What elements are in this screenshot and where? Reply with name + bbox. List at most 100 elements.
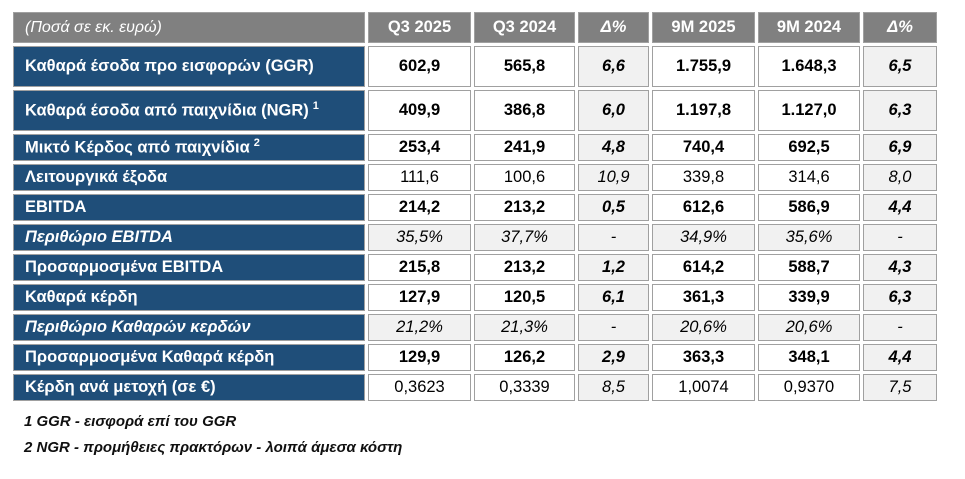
row-label: EBITDA [13,194,365,221]
value-cell: 100,6 [474,164,575,191]
row-label: Προσαρμοσμένα Καθαρά κέρδη [13,344,365,371]
value-cell: 1.648,3 [758,46,860,87]
value-cell: 588,7 [758,254,860,281]
delta-cell: 4,8 [578,134,649,161]
footnote-1: 1 GGR - εισφορά επί του GGR [24,413,237,430]
value-cell: 213,2 [474,254,575,281]
value-cell: 0,3339 [474,374,575,401]
column-header-1: Q3 2024 [474,12,575,43]
value-cell: 692,5 [758,134,860,161]
row-label: Καθαρά έσοδα από παιχνίδια (NGR) 1 [13,90,365,131]
delta-cell: - [578,314,649,341]
value-cell: 361,3 [652,284,755,311]
delta-cell: 4,4 [863,194,937,221]
row-label-text: Καθαρά έσοδα προ εισφορών (GGR) [25,57,314,75]
delta-cell: - [863,314,937,341]
row-label: Λειτουργικά έξοδα [13,164,365,191]
value-cell: 129,9 [368,344,471,371]
row-label: Περιθώριο Καθαρών κερδών [13,314,365,341]
value-cell: 1,0074 [652,374,755,401]
table-header-row: (Ποσά σε εκ. ευρώ) Q3 2025 Q3 2024 Δ% 9M 20… [13,12,937,43]
value-cell: 215,8 [368,254,471,281]
value-cell: 1.197,8 [652,90,755,131]
table-row: Μικτό Κέρδος από παιχνίδια 2 253,4 241,9 4,8… [13,134,937,161]
row-label-text: Κέρδη ανά μετοχή (σε €) [25,378,216,396]
delta-cell: 6,0 [578,90,649,131]
row-label: Μικτό Κέρδος από παιχνίδια 2 [13,134,365,161]
footnote-marker: 2 [253,137,260,150]
value-cell: 21,2% [368,314,471,341]
value-cell: 0,9370 [758,374,860,401]
delta-cell: 2,9 [578,344,649,371]
value-cell: 586,9 [758,194,860,221]
value-cell: 339,8 [652,164,755,191]
row-label: Περιθώριο EBITDA [13,224,365,251]
value-cell: 339,9 [758,284,860,311]
column-header-0: Q3 2025 [368,12,471,43]
table-corner-label: (Ποσά σε εκ. ευρώ) [13,12,365,43]
value-cell: 214,2 [368,194,471,221]
delta-cell: 4,3 [863,254,937,281]
row-label-text: Καθαρά κέρδη [25,288,138,306]
report-page: (Ποσά σε εκ. ευρώ) Q3 2025 Q3 2024 Δ% 9M 20… [13,12,965,456]
value-cell: 565,8 [474,46,575,87]
table-row: Καθαρά κέρδη 127,9 120,5 6,1 361,3 339,9 6,3 [13,284,937,311]
table-row: Περιθώριο Καθαρών κερδών 21,2% 21,3% -20,6%… [13,314,937,341]
value-cell: 34,9% [652,224,755,251]
column-header-3: 9M 2025 [652,12,755,43]
row-label-text: EBITDA [25,198,87,216]
value-cell: 213,2 [474,194,575,221]
value-cell: 120,5 [474,284,575,311]
value-cell: 386,8 [474,90,575,131]
value-cell: 20,6% [758,314,860,341]
row-label-text: Περιθώριο EBITDA [25,228,173,246]
footnote-2: 2 NGR - προμήθειες πρακτόρων - λοιπά άμε… [24,439,403,456]
row-label-text: Προσαρμοσμένα Καθαρά κέρδη [25,348,275,366]
delta-cell: - [863,224,937,251]
delta-cell: 6,3 [863,90,937,131]
value-cell: 253,4 [368,134,471,161]
value-cell: 1.127,0 [758,90,860,131]
value-cell: 21,3% [474,314,575,341]
delta-cell: 6,6 [578,46,649,87]
row-label-text: Περιθώριο Καθαρών κερδών [25,318,251,336]
delta-cell: 10,9 [578,164,649,191]
value-cell: 111,6 [368,164,471,191]
row-label: Κέρδη ανά μετοχή (σε €) [13,374,365,401]
row-label: Καθαρά κέρδη [13,284,365,311]
value-cell: 602,9 [368,46,471,87]
value-cell: 0,3623 [368,374,471,401]
table-row: Κέρδη ανά μετοχή (σε €) 0,3623 0,3339 8,5 1,… [13,374,937,401]
delta-cell: 8,0 [863,164,937,191]
delta-cell: 6,1 [578,284,649,311]
table-row: Προσαρμοσμένα Καθαρά κέρδη 129,9 126,2 2,9 3… [13,344,937,371]
table-row: Περιθώριο EBITDA 35,5% 37,7% -34,9% 35,6% - [13,224,937,251]
value-cell: 363,3 [652,344,755,371]
table-row: Καθαρά έσοδα προ εισφορών (GGR) 602,9 565,… [13,46,937,87]
column-header-4: 9M 2024 [758,12,860,43]
value-cell: 348,1 [758,344,860,371]
table-body: Καθαρά έσοδα προ εισφορών (GGR) 602,9 565,… [13,46,937,401]
delta-cell: 6,5 [863,46,937,87]
delta-cell: 1,2 [578,254,649,281]
row-label-text: Καθαρά έσοδα από παιχνίδια (NGR) [25,101,309,120]
row-label-text: Μικτό Κέρδος από παιχνίδια [25,138,250,157]
delta-cell: 8,5 [578,374,649,401]
column-header-5: Δ% [863,12,937,43]
table-row: Λειτουργικά έξοδα 111,6 100,6 10,9 339,8 314,… [13,164,937,191]
table-row: Καθαρά έσοδα από παιχνίδια (NGR) 1 409,9 38… [13,90,937,131]
row-label: Καθαρά έσοδα προ εισφορών (GGR) [13,46,365,87]
row-label-text: Λειτουργικά έξοδα [25,168,168,186]
delta-cell: 4,4 [863,344,937,371]
footnotes: 1 GGR - εισφορά επί του GGR 2 NGR - προμ… [24,413,965,456]
delta-cell: 6,3 [863,284,937,311]
value-cell: 1.755,9 [652,46,755,87]
value-cell: 614,2 [652,254,755,281]
value-cell: 126,2 [474,344,575,371]
value-cell: 37,7% [474,224,575,251]
value-cell: 35,6% [758,224,860,251]
value-cell: 314,6 [758,164,860,191]
value-cell: 409,9 [368,90,471,131]
delta-cell: 7,5 [863,374,937,401]
value-cell: 612,6 [652,194,755,221]
